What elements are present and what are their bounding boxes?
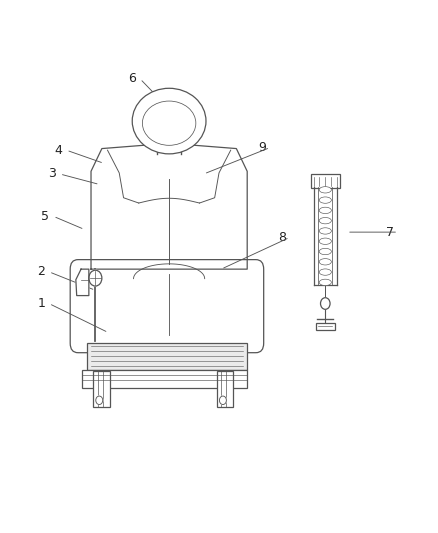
FancyBboxPatch shape: [311, 174, 340, 188]
Polygon shape: [76, 269, 89, 296]
Text: 1: 1: [37, 297, 45, 310]
Ellipse shape: [319, 187, 332, 193]
Bar: [93, 370, 110, 407]
Text: 3: 3: [48, 167, 56, 181]
Ellipse shape: [142, 101, 196, 146]
Ellipse shape: [319, 217, 332, 224]
Ellipse shape: [132, 88, 206, 154]
FancyBboxPatch shape: [70, 260, 264, 353]
Bar: [316, 322, 335, 330]
Ellipse shape: [319, 238, 332, 245]
Bar: [82, 369, 247, 388]
Bar: [217, 370, 233, 407]
Circle shape: [96, 396, 103, 405]
Circle shape: [219, 396, 226, 405]
Ellipse shape: [319, 248, 332, 255]
Ellipse shape: [319, 207, 332, 214]
Polygon shape: [91, 143, 247, 269]
Text: 8: 8: [278, 231, 286, 244]
Ellipse shape: [319, 259, 332, 265]
Bar: [87, 343, 247, 369]
Text: 2: 2: [37, 265, 45, 278]
Circle shape: [321, 298, 330, 309]
Text: 9: 9: [258, 141, 266, 154]
Text: 5: 5: [42, 210, 49, 223]
Ellipse shape: [319, 197, 332, 203]
Circle shape: [89, 270, 102, 286]
Text: 7: 7: [386, 225, 394, 239]
Ellipse shape: [319, 228, 332, 234]
Text: 6: 6: [128, 72, 136, 85]
Ellipse shape: [319, 279, 332, 286]
Ellipse shape: [319, 269, 332, 275]
Text: 4: 4: [55, 144, 63, 157]
